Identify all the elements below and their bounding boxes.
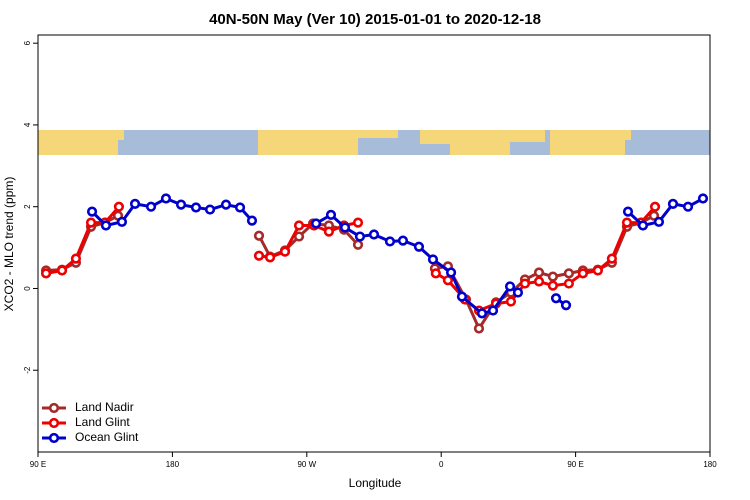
series-point	[456, 291, 468, 302]
series-point	[560, 300, 572, 311]
x-tick-label: 180	[703, 460, 717, 469]
series-line	[626, 197, 704, 228]
series-point	[563, 268, 574, 279]
series-point	[310, 218, 322, 229]
series-point	[85, 217, 97, 228]
series-point	[86, 206, 98, 217]
series-point	[519, 278, 531, 289]
series-point	[622, 206, 634, 217]
series-point	[653, 216, 665, 227]
series-point	[637, 220, 649, 231]
series-point	[533, 276, 545, 287]
legend-marker	[48, 402, 60, 414]
series-point	[648, 210, 660, 221]
series-point	[512, 287, 524, 298]
y-tick-label: 2	[23, 204, 32, 209]
x-axis-label: Longitude	[349, 476, 402, 490]
series-point	[592, 265, 603, 276]
series-point	[113, 201, 125, 212]
series-point	[547, 271, 559, 282]
series-point	[354, 231, 366, 242]
x-tick-label: 90 W	[297, 460, 316, 469]
map-strip	[38, 130, 710, 155]
x-tick-label: 0	[439, 460, 444, 469]
y-axis-label: XCO2 - MLO trend (ppm)	[2, 177, 16, 312]
series-point	[253, 250, 265, 261]
series-point	[234, 202, 246, 213]
series-line	[434, 214, 655, 331]
series-point	[397, 235, 409, 246]
series-point	[547, 280, 559, 291]
series-point	[204, 204, 216, 215]
series-point	[323, 226, 335, 237]
series-point	[476, 308, 488, 319]
y-tick-label: 4	[23, 122, 32, 127]
series-point	[621, 217, 633, 228]
series-point	[442, 275, 454, 286]
series-point	[682, 201, 694, 212]
x-tick-label: 90 E	[567, 460, 583, 469]
series-point	[550, 293, 562, 304]
series-point	[264, 252, 276, 263]
series-point	[220, 199, 232, 210]
series-point	[253, 230, 265, 241]
series-point	[368, 229, 380, 240]
series-point	[563, 278, 574, 289]
series-point	[246, 215, 258, 226]
series-point	[293, 231, 305, 242]
legend-label: Land Glint	[75, 415, 130, 429]
series-point	[100, 220, 112, 231]
x-tick-label: 90 E	[30, 460, 46, 469]
legend-marker	[48, 417, 60, 429]
chart-title: 40N-50N May (Ver 10) 2015-01-01 to 2020-…	[209, 11, 541, 28]
series-line	[45, 205, 121, 275]
y-tick-label: -2	[23, 366, 32, 374]
legend-marker	[48, 432, 60, 444]
series-point	[129, 198, 141, 209]
y-tick-label: 0	[23, 286, 32, 291]
series-point	[445, 267, 457, 278]
series-point	[487, 305, 499, 316]
plot-frame	[37, 34, 711, 453]
series-point	[160, 193, 172, 204]
series-point	[70, 253, 82, 264]
series-point	[649, 201, 661, 212]
series-point	[504, 281, 516, 292]
series-point	[533, 267, 545, 278]
series-point	[293, 220, 305, 231]
series-point	[577, 268, 589, 279]
y-tick-label: 6	[23, 40, 32, 45]
legend-label: Ocean Glint	[75, 430, 139, 444]
series-point	[175, 199, 187, 210]
series-point	[473, 323, 485, 334]
series-point	[606, 253, 617, 264]
series-point	[190, 202, 202, 213]
legend-label: Land Nadir	[75, 400, 134, 414]
series-point	[430, 268, 441, 279]
series-point	[413, 241, 425, 252]
series-point	[384, 236, 396, 247]
series-point	[667, 198, 679, 209]
series-point	[505, 296, 517, 307]
series-point	[352, 239, 364, 250]
series-point	[339, 222, 351, 233]
series-point	[145, 201, 157, 212]
x-tick-label: 180	[166, 460, 180, 469]
series-point	[40, 268, 52, 279]
series-point	[116, 216, 128, 227]
series-point	[427, 254, 439, 265]
series-point	[697, 193, 709, 204]
series-point	[279, 246, 291, 257]
series-point	[56, 265, 68, 276]
series-point	[325, 209, 337, 220]
series-point	[352, 217, 364, 228]
